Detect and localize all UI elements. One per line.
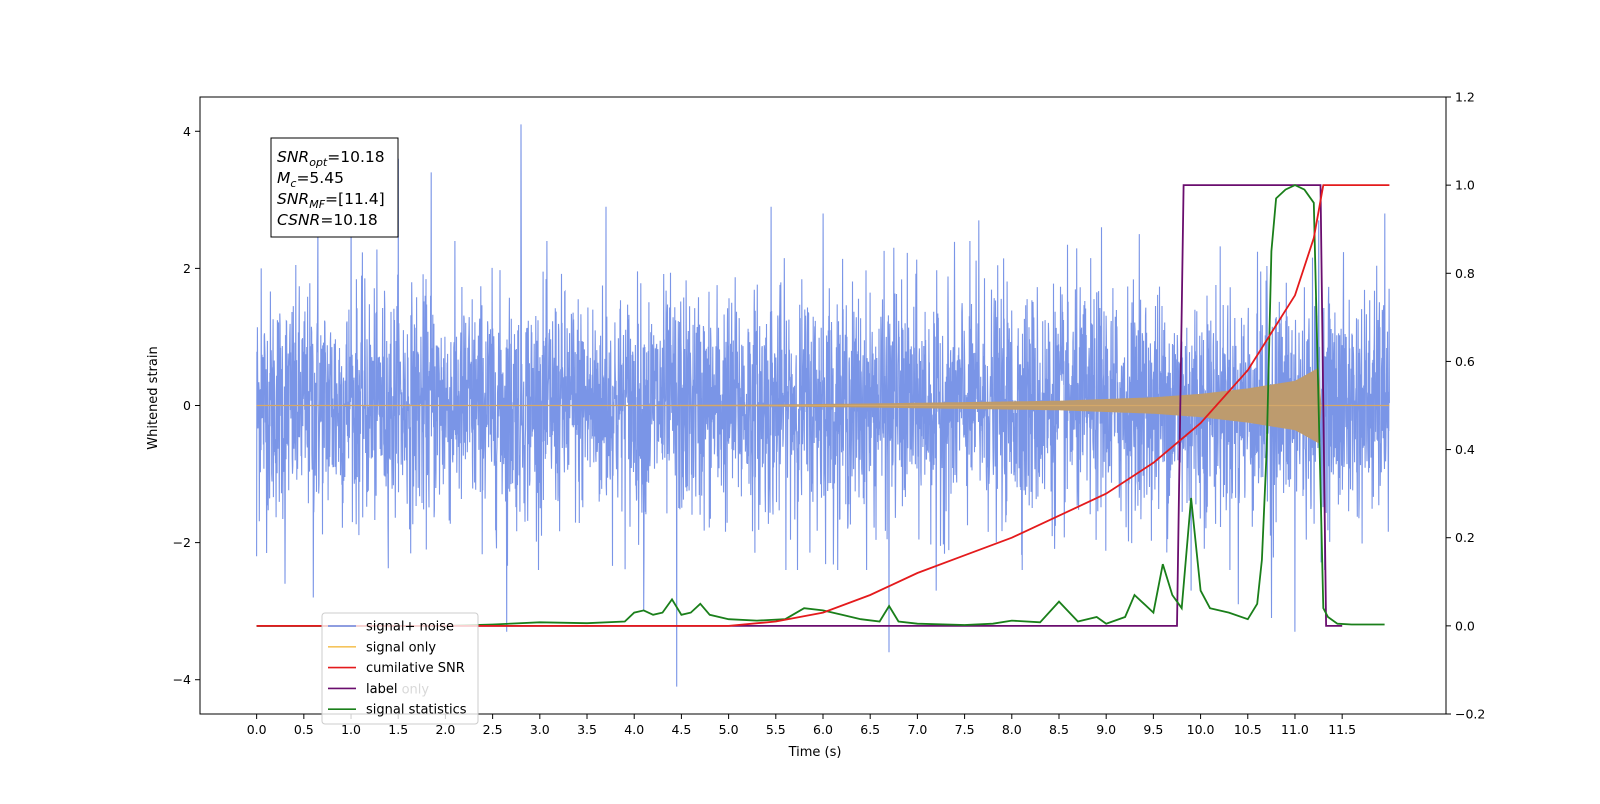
series-signal-statistics-line [256, 184, 1385, 627]
annotation-line: SNRopt=10.18 [277, 148, 385, 169]
x-tick-label: 7.0 [907, 722, 927, 737]
x-tick-label: 9.0 [1096, 722, 1116, 737]
x-tick-label: 4.5 [671, 722, 691, 737]
x-tick-label: 1.0 [341, 722, 361, 737]
x-tick-label: 5.5 [766, 722, 786, 737]
annotation-box: SNRopt=10.18Mc=5.45SNRMF=[11.4]CSNR=10.1… [270, 137, 399, 238]
x-tick-label: 8.5 [1049, 722, 1069, 737]
x-tick-label: 6.0 [813, 722, 833, 737]
x-tick-label: 1.5 [388, 722, 408, 737]
y-right-tick-label: 0.8 [1455, 266, 1475, 281]
annotation-line: Mc=5.45 [277, 169, 344, 190]
y-left-tick-label: 4 [183, 124, 191, 139]
x-tick-label: 0.5 [294, 722, 314, 737]
x-tick-label: 6.5 [860, 722, 880, 737]
x-tick-label: 10.5 [1234, 722, 1262, 737]
annotation-frame [270, 137, 399, 238]
legend-label: cumilative SNR [366, 661, 465, 676]
x-tick-label: 9.5 [1143, 722, 1163, 737]
x-tick-label: 10.0 [1187, 722, 1215, 737]
x-tick-label: 11.0 [1281, 722, 1309, 737]
y-axis-label-left: Whitened strain [146, 346, 161, 449]
x-tick-label: 2.5 [483, 722, 503, 737]
y-axis-left: −4 −2 0 2 4 [173, 124, 200, 687]
x-axis: 0.0 0.5 1.0 1.5 2.0 2.5 3.0 3.5 4.0 4.5 5.0 5.5 6.0 6… [247, 714, 1356, 737]
x-tick-label: 0.0 [247, 722, 267, 737]
x-tick-label: 3.0 [530, 722, 550, 737]
y-left-tick-label: 0 [183, 398, 191, 413]
x-axis-label: Time (s) [788, 745, 842, 760]
y-right-tick-label: 1.2 [1455, 90, 1475, 105]
x-tick-label: 5.0 [719, 722, 739, 737]
legend: label only signal+ noise signal only cumila… [321, 612, 479, 725]
y-right-tick-label: 0.6 [1455, 354, 1475, 369]
legend-label-hidden: label only [366, 682, 429, 697]
y-axis-right: −0.2 0.0 0.2 0.4 0.6 0.8 1.0 1.2 [1446, 90, 1485, 722]
y-left-tick-label: −2 [173, 535, 191, 550]
y-left-tick-label: 2 [183, 261, 191, 276]
x-tick-label: 11.5 [1328, 722, 1356, 737]
x-tick-label: 7.5 [955, 722, 975, 737]
series-signal-noise-line [256, 124, 1390, 687]
legend-label: signal statistics [366, 703, 467, 718]
y-left-tick-label: −4 [173, 672, 191, 687]
legend-frame [321, 612, 479, 725]
x-tick-label: 4.0 [624, 722, 644, 737]
annotation-line: SNRMF=[11.4] [277, 190, 385, 211]
legend-label: signal only [366, 640, 436, 655]
annotation-line: CSNR=10.18 [277, 211, 378, 229]
y-right-tick-label: 0.2 [1455, 530, 1475, 545]
series-label-line [256, 184, 1343, 627]
series-cumulative-snr-line [256, 184, 1390, 627]
y-right-tick-label: 0.4 [1455, 442, 1475, 457]
x-tick-label: 2.0 [435, 722, 455, 737]
y-right-tick-label: 0.0 [1455, 618, 1475, 633]
y-right-tick-label: 1.0 [1455, 178, 1475, 193]
x-tick-label: 3.5 [577, 722, 597, 737]
x-tick-label: 8.0 [1002, 722, 1022, 737]
legend-label: label [366, 682, 397, 697]
legend-label: signal+ noise [366, 620, 454, 635]
y-right-tick-label: −0.2 [1455, 707, 1485, 722]
